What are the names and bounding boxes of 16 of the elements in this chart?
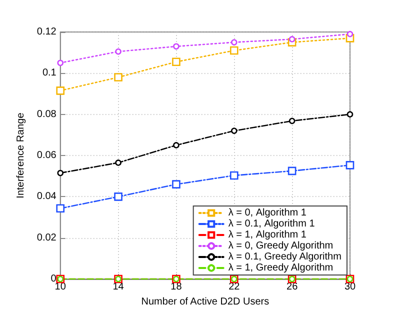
x-axis-title: Number of Active D2D Users xyxy=(141,296,270,308)
y-tick-label: 0.12 xyxy=(36,26,57,38)
y-tick-label: 0.02 xyxy=(36,232,57,244)
legend-label: λ = 0, Greedy Algorithm xyxy=(228,240,334,252)
y-tick-label: 0.08 xyxy=(36,108,57,120)
y-tick-label: 0.04 xyxy=(36,191,57,202)
legend-label: λ = 0, Algorithm 1 xyxy=(228,208,307,218)
y-tick-label: 0.06 xyxy=(36,150,57,161)
legend-label: λ = 1, Greedy Algorithm xyxy=(228,262,334,274)
legend-label: λ = 0.1, Algorithm 1 xyxy=(228,218,316,230)
y-tick-label: 0 xyxy=(50,274,57,284)
y-tick-label: 0.1 xyxy=(42,68,57,79)
y-axis-title: Interference Range xyxy=(16,112,26,198)
x-tick-label: 14 xyxy=(112,282,124,292)
legend-label: λ = 0.1, Greedy Algorithm xyxy=(228,252,342,262)
legend-label: λ = 1, Algorithm 1 xyxy=(228,230,307,240)
